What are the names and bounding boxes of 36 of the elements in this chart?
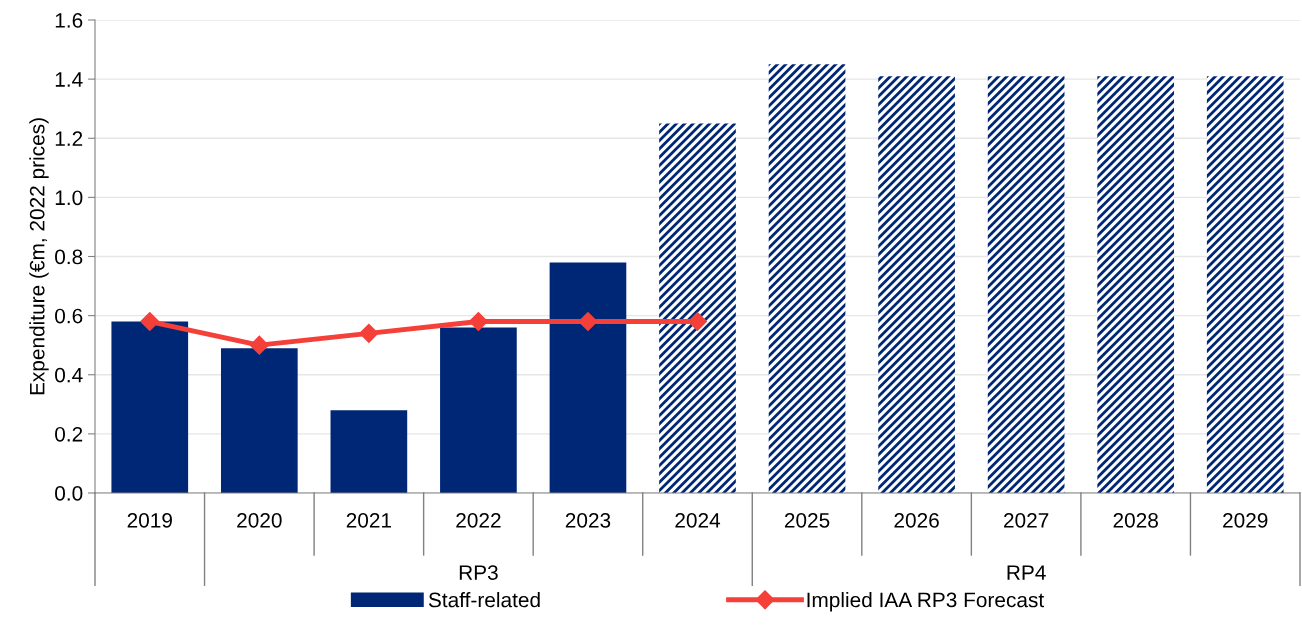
x-tick-label: 2023 bbox=[565, 512, 611, 528]
bar bbox=[768, 64, 846, 493]
y-tick-label: 0.0 bbox=[55, 486, 83, 501]
y-axis-title: Expenditure (€m, 2022 prices) bbox=[29, 118, 49, 395]
y-tick-label: 1.2 bbox=[55, 131, 83, 146]
bar bbox=[330, 410, 408, 493]
y-tick-label: 0.8 bbox=[55, 249, 83, 265]
x-tick-label: 2020 bbox=[237, 512, 282, 528]
x-tick-label: 2029 bbox=[1223, 512, 1268, 528]
y-tick-label: 1.4 bbox=[55, 72, 83, 87]
bar bbox=[111, 321, 189, 493]
y-tick-label: 0.4 bbox=[55, 367, 83, 383]
bar bbox=[220, 348, 298, 493]
bar bbox=[549, 262, 627, 493]
text: RP4 bbox=[1007, 565, 1046, 580]
x-tick-label: 2026 bbox=[894, 512, 939, 528]
bar bbox=[440, 327, 517, 493]
bar bbox=[659, 123, 736, 493]
x-tick-label: 2024 bbox=[675, 512, 721, 528]
x-tick-label: 2027 bbox=[1004, 512, 1049, 528]
bar bbox=[1206, 76, 1284, 493]
text: RP3 bbox=[459, 565, 498, 580]
y-tick-label: 0.6 bbox=[55, 308, 83, 324]
bar bbox=[1097, 76, 1175, 493]
bar bbox=[987, 76, 1065, 493]
y-tick-label: 0.2 bbox=[55, 426, 83, 442]
legend-label: Staff-related bbox=[428, 592, 540, 608]
legend-label: Implied IAA RP3 Forecast bbox=[807, 592, 1045, 612]
x-tick-label: 2021 bbox=[346, 512, 392, 528]
y-tick-label: 1.6 bbox=[55, 13, 83, 28]
bar bbox=[878, 76, 955, 493]
x-tick-label: 2022 bbox=[456, 512, 501, 528]
x-tick-label: 2028 bbox=[1113, 512, 1158, 528]
x-tick-label: 2025 bbox=[784, 512, 830, 528]
x-tick-label: 2019 bbox=[127, 512, 172, 528]
y-tick-label: 1.0 bbox=[55, 190, 83, 206]
